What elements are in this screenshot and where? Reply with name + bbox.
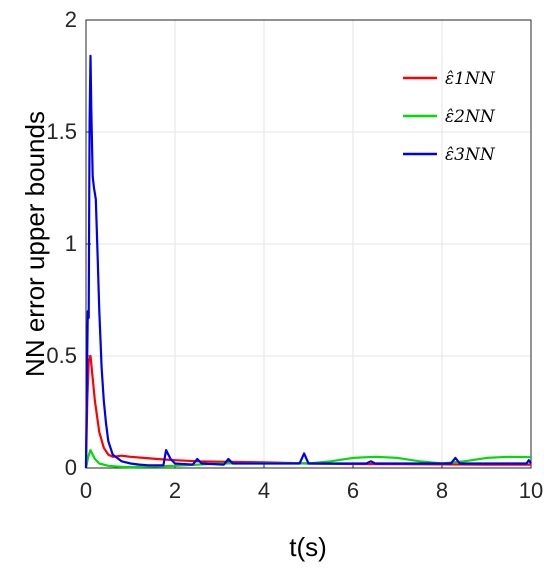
x-tick-label: 4 (258, 478, 270, 503)
x-tick-label: 2 (169, 478, 181, 503)
ticks: 0 2 4 6 8 10 0 0.5 1 1.5 2 (46, 7, 543, 503)
series-line-1 (84, 354, 531, 466)
y-tick-label: 0 (65, 455, 77, 480)
y-tick-label: 1.5 (46, 119, 77, 144)
series (84, 54, 532, 469)
y-tick-label: 2 (65, 7, 77, 32)
legend-label-2: ε̂2NN (445, 107, 496, 127)
x-tick-label: 8 (436, 478, 448, 503)
x-tick-label: 6 (347, 478, 359, 503)
x-tick-label: 0 (80, 478, 92, 503)
legend-label-3: ε̂3NN (445, 145, 496, 165)
series-line-3 (84, 54, 532, 469)
y-axis-label: NN error upper bounds (20, 111, 50, 377)
y-tick-label: 0.5 (46, 343, 77, 368)
x-tick-label: 10 (519, 478, 543, 503)
x-axis-label: t(s) (289, 532, 327, 562)
legend-label-1: ε̂1NN (445, 69, 496, 89)
legend: ε̂1NN ε̂2NN ε̂3NN (403, 69, 496, 165)
y-tick-label: 1 (65, 231, 77, 256)
